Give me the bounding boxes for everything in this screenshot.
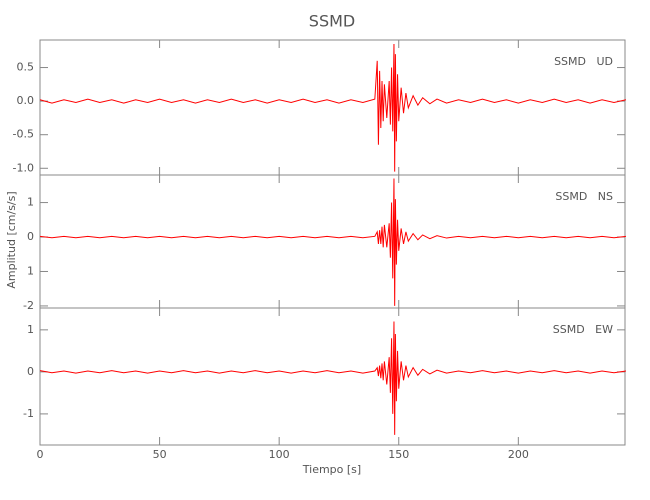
y-axis-label: Amplitud [cm/s/s] (5, 191, 18, 288)
y-tick-label: -1 (23, 407, 34, 420)
y-tick-label: -0.5 (13, 128, 34, 141)
trace-label: SSMD UD (554, 55, 613, 68)
y-tick-label: 1 (27, 323, 34, 336)
x-tick-label: 200 (508, 448, 529, 461)
y-tick-label: 0 (27, 230, 34, 243)
y-tick-label: 0.5 (17, 61, 35, 74)
panel-frame (39, 39, 626, 176)
y-tick-label: 1 (27, 264, 34, 277)
y-tick-label: -2 (23, 299, 34, 312)
x-tick-label: 150 (388, 448, 409, 461)
y-tick-label: 1 (27, 196, 34, 209)
y-tick-label: -1.0 (13, 161, 34, 174)
trace-label: SSMD NS (555, 190, 613, 203)
x-tick-label: 0 (37, 448, 44, 461)
y-tick-label: 0.0 (17, 94, 35, 107)
x-tick-label: 100 (269, 448, 290, 461)
trace-label: SSMD EW (553, 323, 613, 336)
waveform (39, 44, 627, 172)
x-axis-label: Tiempo [s] (302, 463, 361, 476)
waveform (39, 321, 627, 435)
chart-title: SSMD (309, 12, 355, 31)
waveform (39, 178, 627, 306)
y-tick-label: 0 (27, 365, 34, 378)
panel-frame (39, 307, 626, 446)
panel-frame (39, 174, 626, 309)
x-tick-label: 50 (153, 448, 167, 461)
